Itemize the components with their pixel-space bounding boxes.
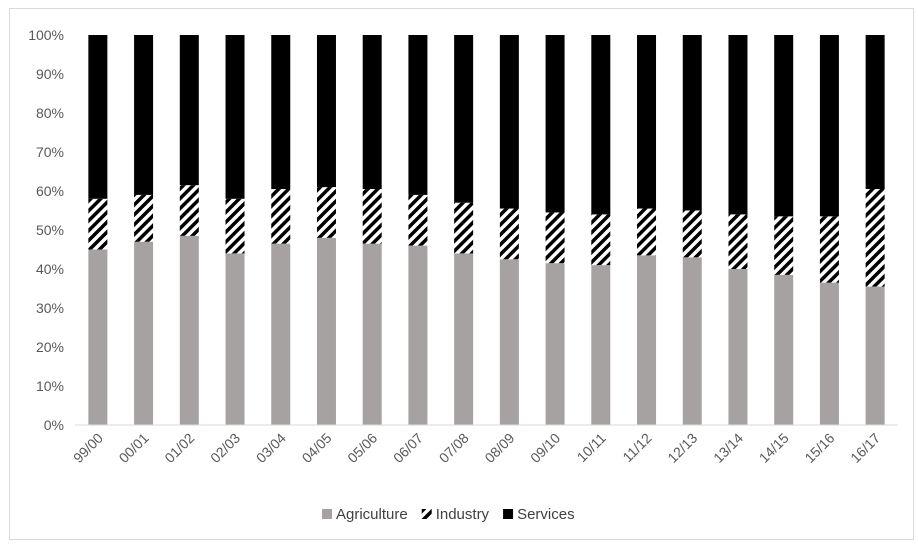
bar-segment-services (362, 35, 382, 190)
x-tick-label: 08/09 (481, 430, 517, 466)
x-tick-label: 01/02 (161, 430, 197, 466)
bar-segment-agriculture (865, 286, 885, 425)
bar-segment-agriculture (225, 253, 245, 425)
bar-segment-services (316, 35, 336, 188)
bar-segment-services (408, 35, 428, 195)
bar-segment-agriculture (819, 282, 839, 425)
bar-segment-services (637, 35, 657, 209)
x-tick-label: 11/12 (619, 430, 655, 466)
x-tick-label: 09/10 (527, 430, 563, 466)
bar-segment-industry (271, 189, 291, 244)
bar-segment-industry (682, 210, 702, 258)
x-tick-label: 02/03 (207, 430, 243, 466)
x-tick-label: 05/06 (344, 430, 380, 466)
x-tick-label: 04/05 (298, 430, 334, 466)
x-tick-label: 13/14 (710, 430, 746, 466)
bar-segment-agriculture (774, 274, 794, 425)
x-axis: 99/00 00/01 01/02 02/03 03/04 04/05 05/06 06/07… (70, 430, 884, 466)
bar-segment-industry (225, 198, 245, 254)
legend-label-agriculture: Agriculture (336, 506, 408, 523)
bar-segment-agriculture (545, 263, 565, 425)
legend-label-services: Services (517, 506, 575, 523)
x-tick-label: 12/13 (664, 430, 700, 466)
legend: Agriculture Industry Services (322, 506, 575, 523)
x-tick-label: 16/17 (847, 430, 883, 466)
legend-swatch-services (503, 509, 514, 519)
bar-segment-industry (316, 187, 336, 238)
bar-segment-industry (362, 189, 382, 244)
bar-segment-industry (134, 194, 154, 242)
bar-segment-agriculture (499, 259, 519, 425)
bar-segment-industry (179, 185, 199, 236)
bar-segment-agriculture (362, 243, 382, 425)
bar-segment-services (271, 35, 291, 190)
bar-segment-services (774, 35, 794, 217)
bar-segment-agriculture (728, 269, 748, 425)
x-tick-label: 15/16 (801, 430, 837, 466)
bar-segment-industry (774, 216, 794, 275)
bar-segment-services (865, 35, 885, 190)
bar-segment-industry (865, 189, 885, 287)
bar-segment-agriculture (179, 235, 199, 425)
legend-swatch-industry (421, 509, 432, 519)
bar-segment-agriculture (316, 237, 336, 425)
x-tick-label: 03/04 (253, 430, 289, 466)
y-tick-label: 50% (36, 222, 64, 238)
bar-segment-industry (545, 212, 565, 264)
y-axis: 0% 10% 20% 30% 40% 50% 60% 70% 80% 90% 100% (28, 27, 64, 433)
bar-segment-agriculture (408, 245, 428, 425)
bar-segment-agriculture (591, 265, 611, 425)
bar-segment-industry (591, 214, 611, 266)
y-tick-label: 30% (36, 300, 64, 316)
bar-segment-industry (454, 202, 474, 254)
bar-segment-industry (408, 194, 428, 246)
bar-segment-agriculture (271, 243, 291, 425)
bar-segment-services (819, 35, 839, 217)
bars-group (88, 35, 885, 425)
x-tick-label: 06/07 (390, 430, 426, 466)
bar-segment-services (179, 35, 199, 186)
bar-segment-agriculture (682, 257, 702, 425)
bar-segment-services (88, 35, 108, 199)
bar-segment-services (682, 35, 702, 211)
x-tick-label: 14/15 (756, 430, 792, 466)
bar-segment-services (728, 35, 748, 215)
y-tick-label: 0% (44, 417, 64, 433)
bar-segment-agriculture (134, 241, 154, 425)
y-tick-label: 40% (36, 261, 64, 277)
y-tick-label: 60% (36, 183, 64, 199)
bar-segment-services (134, 35, 154, 195)
x-tick-label: 10/11 (574, 430, 610, 466)
y-tick-label: 90% (36, 66, 64, 82)
bar-segment-industry (499, 208, 519, 260)
bar-segment-services (225, 35, 245, 199)
bar-segment-agriculture (637, 255, 657, 425)
y-tick-label: 20% (36, 339, 64, 355)
y-tick-label: 80% (36, 105, 64, 121)
bar-segment-industry (819, 216, 839, 283)
bar-segment-services (591, 35, 611, 215)
y-tick-label: 100% (28, 27, 64, 43)
bar-segment-services (499, 35, 519, 209)
bar-segment-industry (637, 208, 657, 256)
y-tick-label: 70% (36, 144, 64, 160)
y-tick-label: 10% (36, 378, 64, 394)
bar-segment-industry (88, 198, 108, 250)
x-tick-label: 00/01 (116, 430, 152, 466)
bar-segment-agriculture (88, 249, 108, 425)
legend-label-industry: Industry (436, 506, 490, 523)
bar-segment-agriculture (454, 253, 474, 425)
bar-segment-services (454, 35, 474, 203)
x-tick-label: 07/08 (436, 430, 472, 466)
legend-swatch-agriculture (322, 509, 332, 519)
x-tick-label: 99/00 (70, 430, 106, 466)
bar-segment-services (545, 35, 565, 213)
bar-segment-industry (728, 214, 748, 269)
